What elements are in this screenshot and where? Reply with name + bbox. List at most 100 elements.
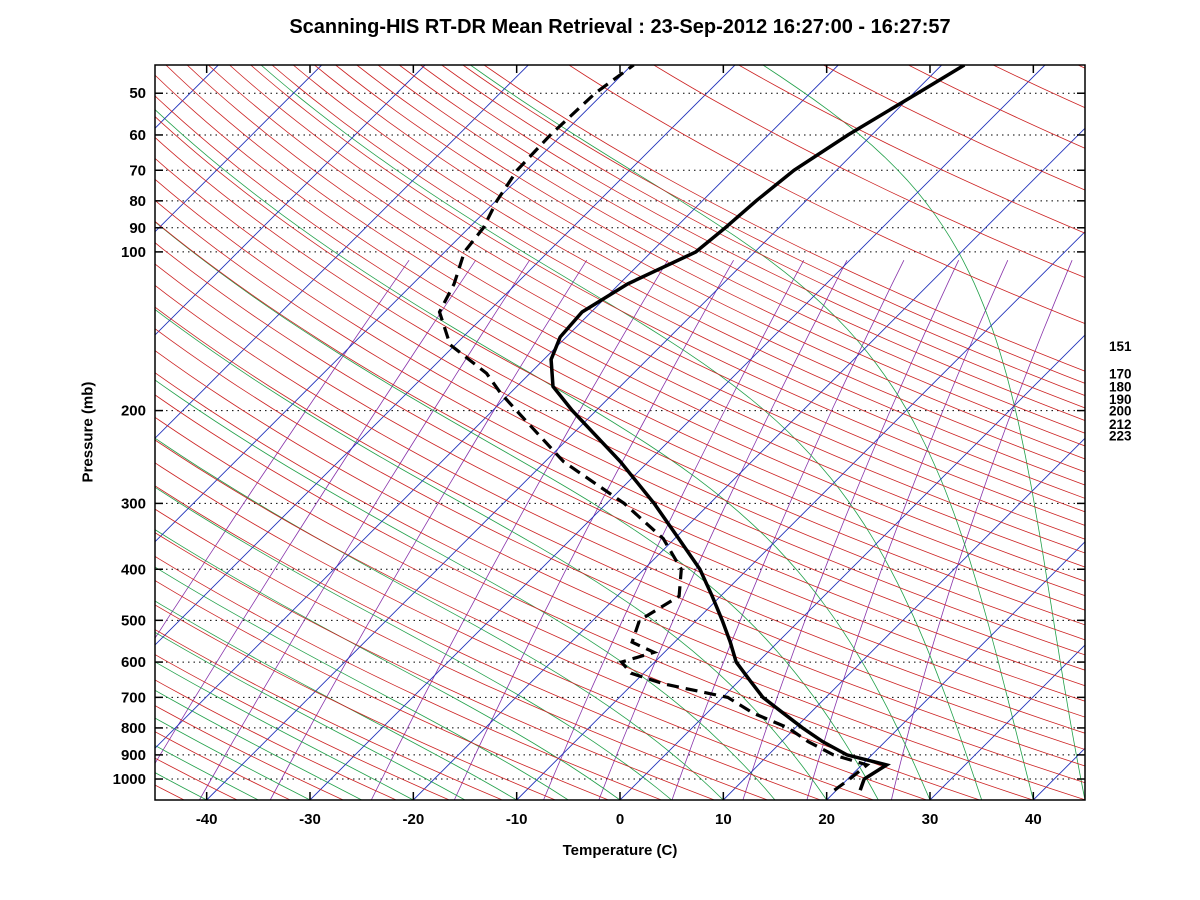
moist-adiabat-line (155, 309, 828, 800)
mixing-ratio-line (806, 260, 1009, 800)
x-axis-title: Temperature (C) (562, 842, 678, 859)
dry-adiabat-line (155, 136, 1085, 626)
moist-adiabat-line (155, 486, 672, 800)
dry-adiabat-line (823, 65, 1085, 191)
temperature-tick-label: -10 (506, 811, 528, 828)
mixing-ratio-line (453, 260, 734, 800)
moist-adiabat-line (155, 631, 466, 800)
isotherm-line (155, 65, 426, 336)
chart-area (0, 65, 1085, 800)
dry-adiabat-line (155, 629, 503, 800)
pressure-tick-label: 300 (121, 495, 146, 512)
pressure-tick-label: 100 (121, 244, 146, 261)
pressure-tick-label: 90 (129, 220, 146, 237)
pressure-tick-label: 70 (129, 162, 146, 179)
dry-adiabat-line (155, 157, 1085, 641)
dry-adiabat-line (155, 220, 1085, 687)
mixing-ratio-line (742, 260, 960, 800)
dry-adiabat-line (155, 654, 450, 800)
pressure-tick-label: 400 (121, 561, 146, 578)
moist-adiabat-line (155, 566, 569, 800)
dry-adiabat-line (568, 65, 1085, 324)
moist-adiabat-line (0, 65, 52, 800)
isotherm-line (155, 65, 736, 646)
dry-adiabat-line (483, 65, 1085, 372)
isotherm-line (155, 65, 529, 439)
moist-adiabat-line (762, 65, 1085, 800)
isotherm-line (155, 65, 323, 233)
dry-adiabat-line (377, 65, 1085, 434)
right-pressure-label: 200 (1109, 404, 1132, 419)
y-axis-title-text: Pressure (mb) (79, 381, 97, 483)
dry-adiabat-line (155, 242, 1085, 702)
dry-adiabat-line (908, 65, 1085, 149)
pressure-tick-label: 600 (121, 654, 146, 671)
right-pressure-label: 180 (1109, 379, 1132, 394)
moist-adiabat-line (260, 65, 983, 800)
isotherm-line (309, 65, 1046, 800)
right-pressure-label: 170 (1109, 366, 1132, 381)
isotherm-line (826, 541, 1085, 800)
moist-adiabat-line (155, 437, 724, 800)
dry-adiabat-line (155, 679, 397, 800)
dry-adiabat-line (155, 306, 1085, 750)
dry-adiabat-line (314, 65, 1085, 473)
dry-adiabat-line (271, 65, 1085, 499)
dry-adiabat-line (155, 604, 556, 800)
isotherm-line (155, 65, 839, 749)
dry-adiabat-line (653, 65, 1085, 278)
moist-adiabat-line (155, 109, 931, 800)
dry-adiabat-line (441, 65, 1085, 397)
dry-adiabat-line (155, 394, 1033, 800)
pressure-tick-label: 1000 (113, 771, 146, 788)
dry-adiabat-line (155, 462, 874, 800)
dry-adiabat-line (738, 65, 1085, 234)
mixing-ratio-line (269, 259, 588, 800)
moist-adiabat-line (155, 661, 414, 800)
dry-adiabat-line (335, 65, 1085, 460)
temperature-curve (549, 65, 966, 791)
pressure-tick-label: 900 (121, 747, 146, 764)
dry-adiabat-line (155, 178, 1085, 656)
dry-adiabat-line (165, 65, 1085, 568)
temperature-tick-label: -40 (196, 811, 218, 828)
temperature-tick-label: 30 (922, 811, 939, 828)
dry-adiabat-line (462, 65, 1085, 384)
dewpoint-curve (437, 65, 871, 792)
right-pressure-label: 190 (1109, 392, 1132, 407)
isotherm-line (516, 231, 1085, 800)
dry-adiabat-line (155, 508, 768, 800)
temperature-tick-label: 20 (818, 811, 835, 828)
dry-adiabat-line (155, 580, 609, 800)
dry-adiabat-line (292, 65, 1085, 486)
plot-border (154, 64, 1086, 801)
isotherm-line (155, 65, 219, 129)
moist-adiabat-line (155, 600, 517, 800)
mixing-ratio-line (891, 260, 1073, 800)
pressure-tick-label: 50 (129, 85, 146, 102)
moist-adiabat-line (155, 221, 879, 800)
mixing-ratio-line (370, 259, 669, 800)
isotherm-line (206, 65, 943, 800)
mixing-ratio-line (199, 259, 530, 800)
dry-adiabat-line (155, 284, 1085, 734)
dry-adiabat-line (155, 263, 1085, 718)
dry-adiabat-line (155, 116, 1085, 611)
temperature-tick-label: 10 (715, 811, 732, 828)
dry-adiabat-line (155, 372, 1085, 800)
right-pressure-label: 151 (1109, 339, 1132, 354)
dry-adiabat-line (1077, 65, 1085, 69)
pressure-tick-label: 800 (121, 720, 146, 737)
dry-adiabat-line (155, 328, 1085, 767)
dry-adiabat-line (155, 485, 821, 800)
moist-adiabat-line (155, 529, 621, 800)
dry-adiabat-line (155, 705, 344, 800)
pressure-tick-label: 700 (121, 689, 146, 706)
temperature-tick-label: -20 (402, 811, 424, 828)
moist-adiabat-line (155, 379, 776, 800)
temperature-tick-label: -30 (299, 811, 321, 828)
pressure-tick-label: 500 (121, 612, 146, 629)
dry-adiabat-line (356, 65, 1085, 447)
